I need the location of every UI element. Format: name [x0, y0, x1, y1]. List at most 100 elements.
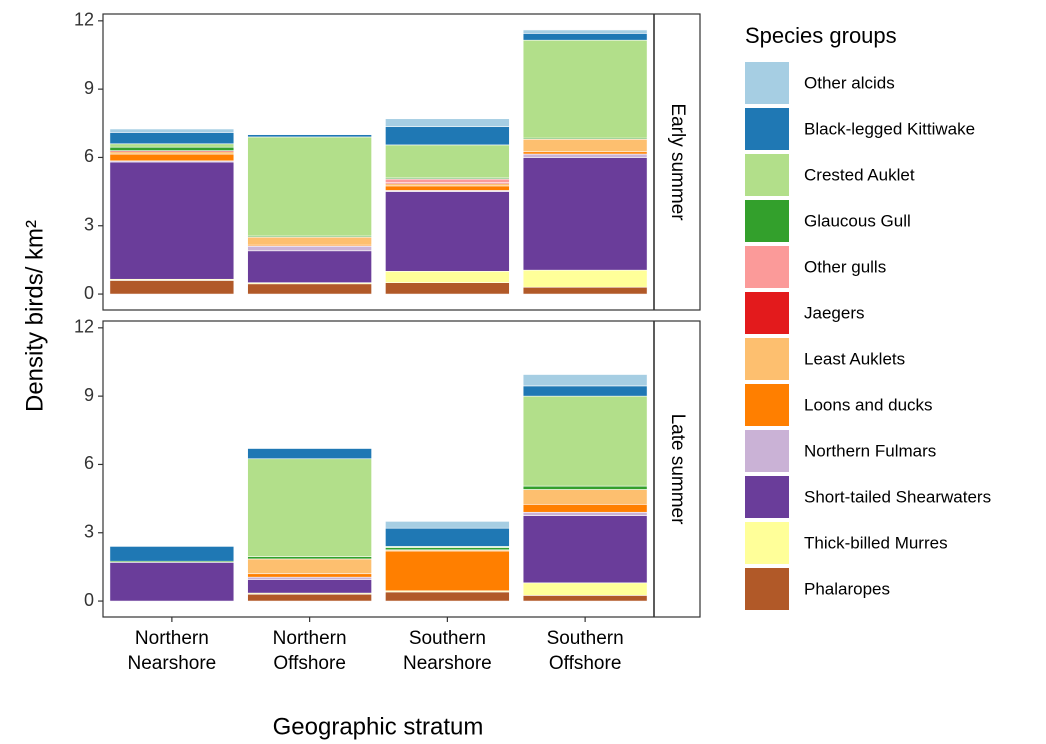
- bar-segment: [247, 245, 372, 252]
- legend-swatch: [745, 246, 789, 288]
- x-tick-label-box: Southern Nearshore: [403, 628, 492, 674]
- bar-segment: [522, 582, 648, 596]
- legend-title: Species groups: [745, 23, 897, 48]
- y-tick-label: 6: [84, 453, 94, 473]
- bar-segment: [385, 118, 510, 128]
- bar-segment: [109, 280, 235, 295]
- legend-swatch: [745, 62, 789, 104]
- facet-label: Early summer: [667, 103, 688, 221]
- legend-label: Black-legged Kittiwake: [804, 119, 975, 138]
- x-axis-label: Geographic stratum: [273, 713, 484, 740]
- bar-segment: [385, 270, 510, 283]
- legend-label: Glaucous Gull: [804, 211, 911, 230]
- y-tick-label: 0: [84, 590, 94, 610]
- bar-segment: [247, 448, 372, 460]
- legend-label: Phalaropes: [804, 579, 890, 598]
- legend-swatch: [745, 568, 789, 610]
- legend-swatch: [745, 476, 789, 518]
- y-tick-label: 12: [74, 10, 94, 30]
- bar-segment: [247, 576, 372, 580]
- bar-segment: [109, 143, 235, 148]
- legend-swatch: [745, 522, 789, 564]
- bar-segment: [522, 157, 648, 271]
- y-tick-label: 3: [84, 215, 94, 235]
- bar-segment: [109, 151, 235, 155]
- legend-label: Least Auklets: [804, 349, 905, 368]
- x-tick-label: Southern Offshore: [546, 628, 624, 674]
- legend-label: Jaegers: [804, 303, 864, 322]
- bar-segment: [385, 178, 510, 183]
- panel-border: [102, 320, 701, 618]
- legend-label: Thick-billed Murres: [804, 533, 948, 552]
- legend-swatch: [745, 108, 789, 150]
- legend-label: Northern Fulmars: [804, 441, 936, 460]
- x-tick-label-box: Northern Nearshore: [127, 628, 217, 674]
- legend-swatch: [745, 154, 789, 196]
- legend-swatch: [745, 430, 789, 472]
- bar-segment: [247, 134, 372, 138]
- y-tick-label: 12: [74, 317, 94, 337]
- legend-label: Short-tailed Shearwaters: [804, 487, 991, 506]
- x-tick-label: Northern Nearshore: [127, 628, 217, 674]
- bar-segment: [522, 511, 648, 516]
- bar-segment: [247, 250, 372, 283]
- bar-segment: [109, 146, 235, 151]
- bar-segment: [385, 144, 510, 179]
- bar-segment: [109, 161, 235, 280]
- bar-segment: [522, 385, 648, 397]
- y-tick-label: 6: [84, 146, 94, 166]
- bar-segment: [522, 138, 648, 153]
- bar-segment: [385, 183, 510, 187]
- bar-segment: [522, 489, 648, 505]
- bar-segment: [247, 556, 372, 560]
- y-axis-label: Density birds/ km²: [21, 220, 48, 412]
- bar-segment: [385, 282, 510, 295]
- bar-segment: [522, 151, 648, 155]
- bar-segment: [385, 521, 510, 529]
- legend-label: Other alcids: [804, 73, 895, 92]
- bar-segment: [109, 128, 235, 133]
- y-tick-label: 9: [84, 385, 94, 405]
- bar-segment: [385, 191, 510, 272]
- bar-segment: [247, 593, 372, 602]
- bar-segment: [385, 185, 510, 191]
- bar-segment: [109, 132, 235, 145]
- bar-segment: [247, 283, 372, 295]
- bar-segment: [385, 126, 510, 146]
- legend-swatch: [745, 292, 789, 334]
- legend-swatch: [745, 384, 789, 426]
- bar-segment: [522, 595, 648, 602]
- bar-segment: [109, 153, 235, 162]
- bar-segment: [247, 458, 372, 557]
- legend-label: Crested Auklet: [804, 165, 915, 184]
- bar-segment: [522, 29, 648, 34]
- bar-segment: [385, 527, 510, 547]
- bar-segment: [247, 136, 372, 237]
- bar-segment: [247, 236, 372, 246]
- x-tick-label-box: Southern Offshore: [546, 628, 624, 674]
- bar-segment: [522, 395, 648, 487]
- legend-swatch: [745, 200, 789, 242]
- y-tick-label: 0: [84, 283, 94, 303]
- facet-label: Late summer: [667, 414, 688, 526]
- x-tick-label-box: Northern Offshore: [272, 628, 347, 674]
- bar-segment: [522, 153, 648, 158]
- bar-segment: [522, 269, 648, 288]
- x-tick-label: Southern Nearshore: [403, 628, 492, 674]
- bar-segment: [522, 485, 648, 490]
- bar-segment: [247, 573, 372, 578]
- panel-border: [102, 13, 701, 311]
- x-tick-label: Northern Offshore: [272, 628, 347, 674]
- bar-segment: [247, 558, 372, 575]
- legend-label: Loons and ducks: [804, 395, 933, 414]
- legend-swatch: [745, 338, 789, 380]
- y-tick-label: 9: [84, 78, 94, 98]
- bar-segment: [522, 374, 648, 387]
- bar-segment: [522, 33, 648, 41]
- bar-segment: [522, 503, 648, 513]
- bar-segment: [522, 286, 648, 295]
- bar-segment: [385, 591, 510, 602]
- bar-segment: [522, 515, 648, 584]
- bar-segment: [385, 550, 510, 592]
